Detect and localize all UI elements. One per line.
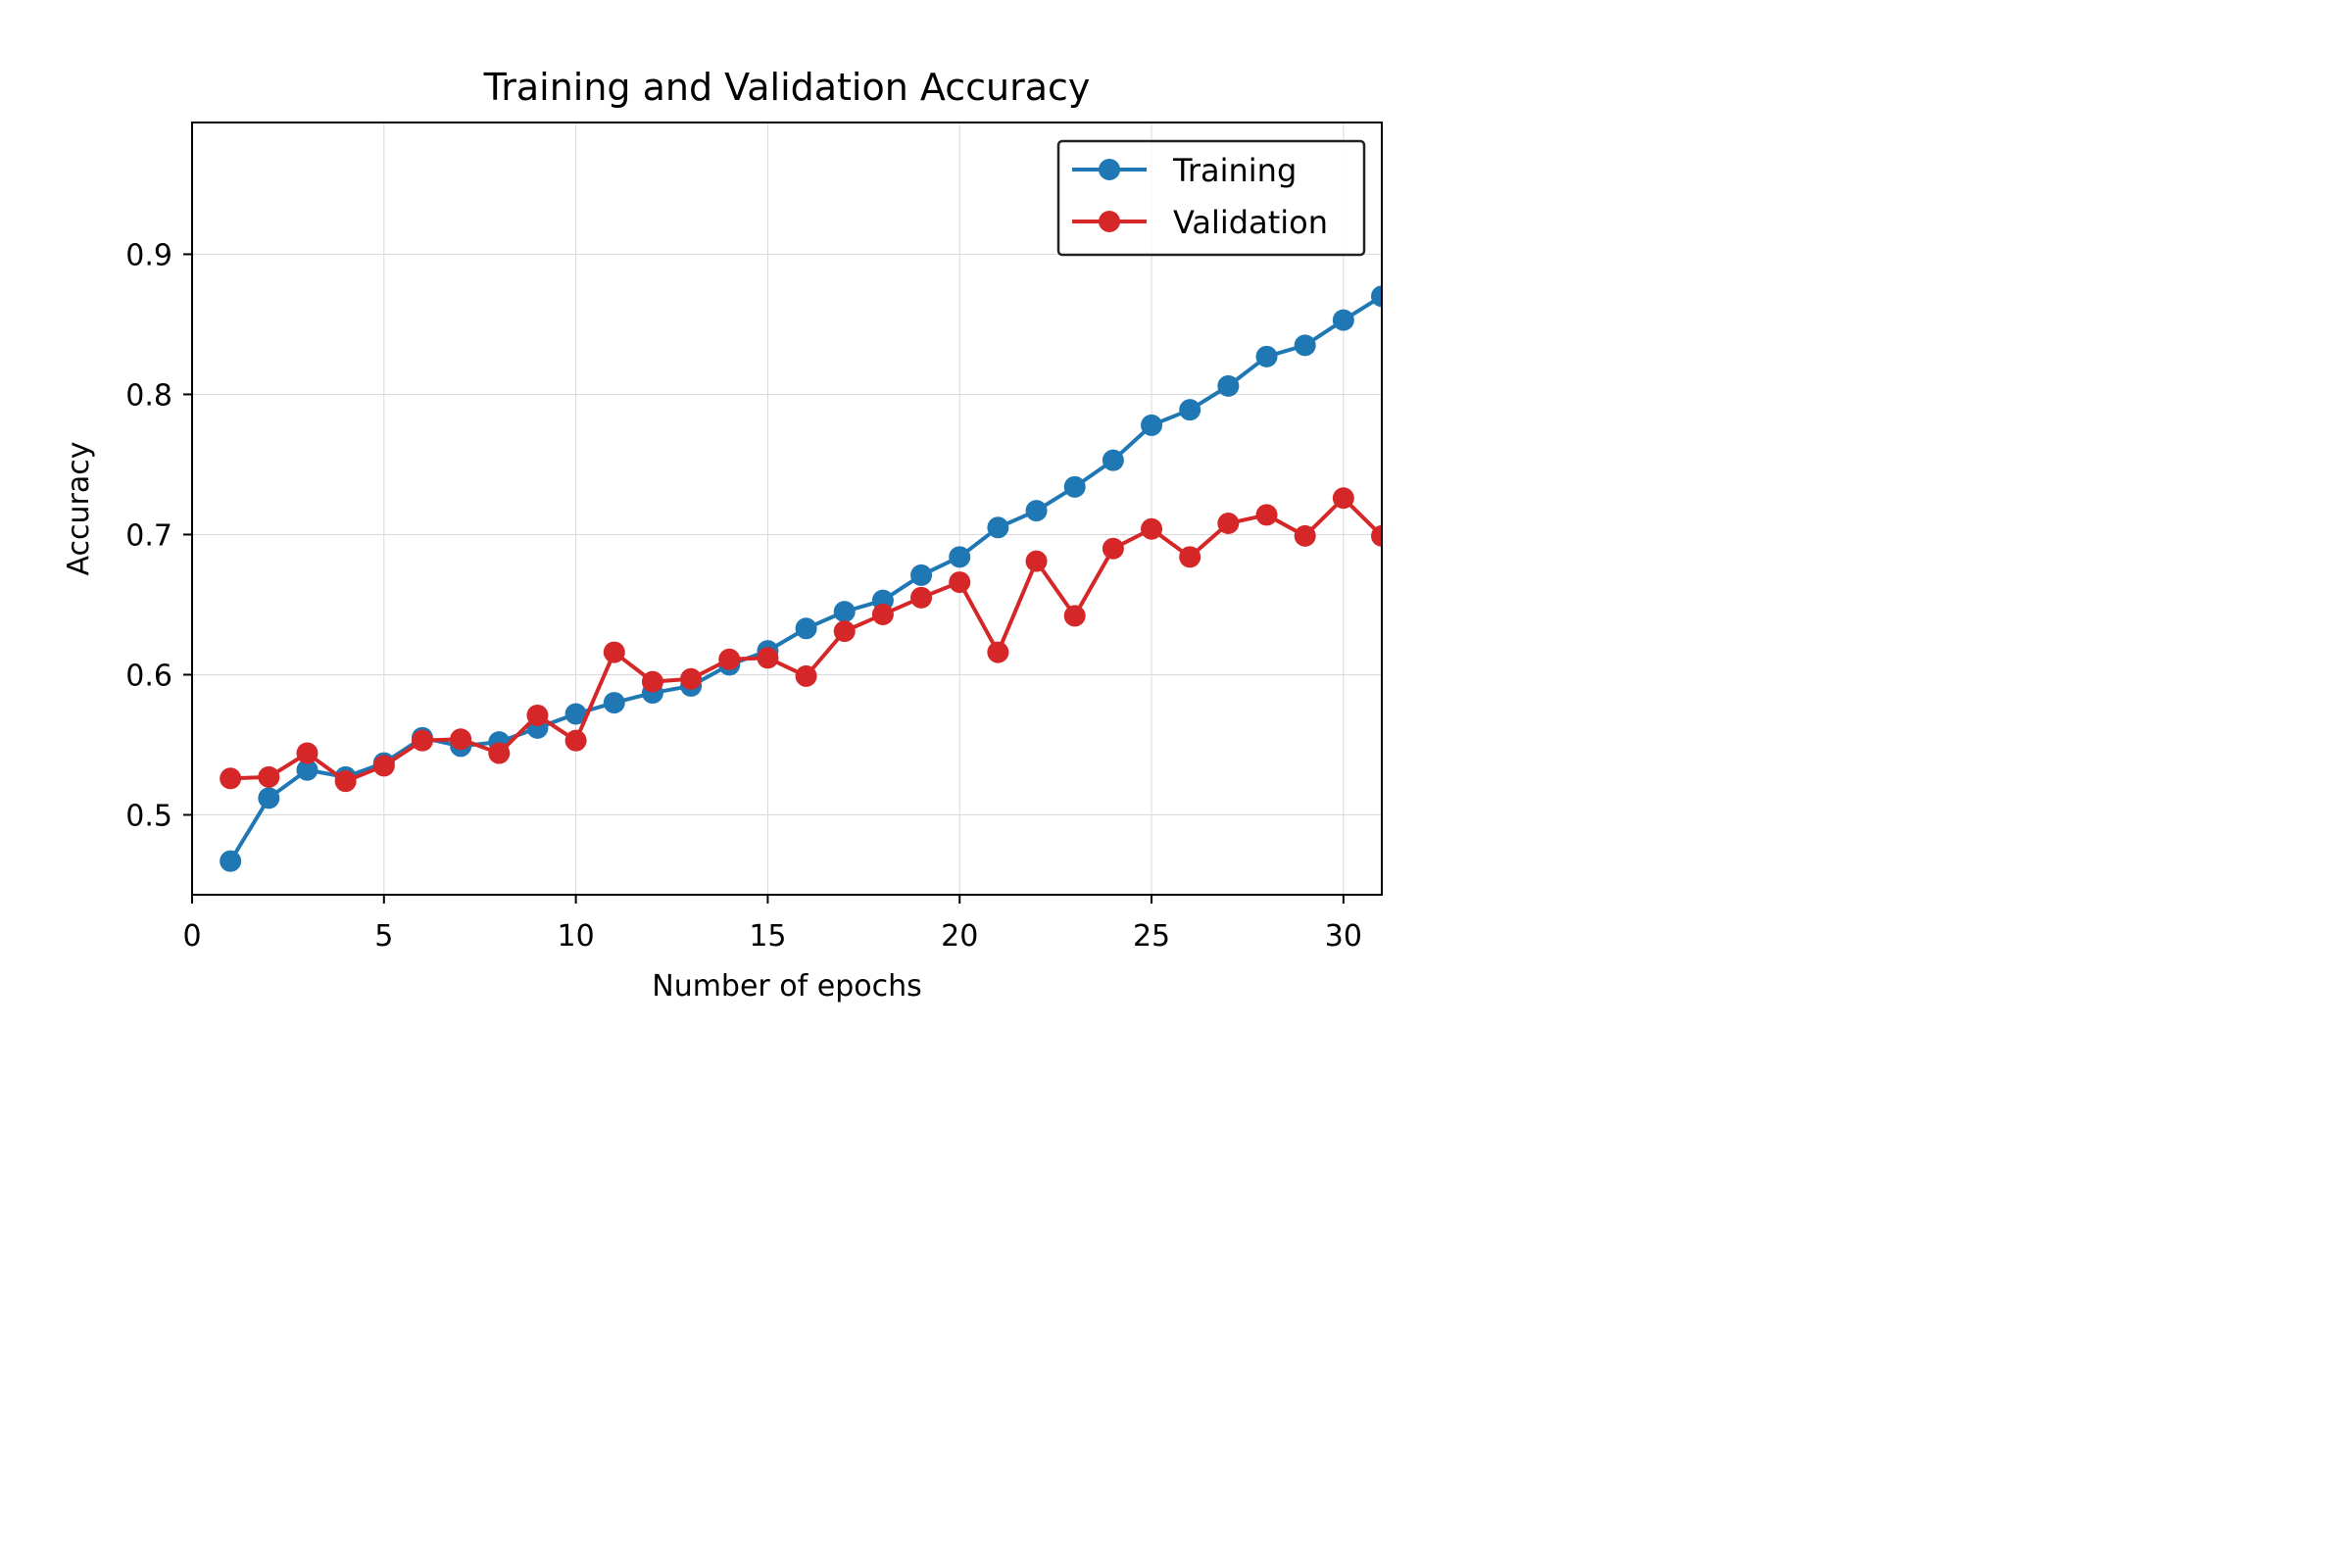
validation-point	[949, 571, 971, 594]
training-point	[603, 692, 625, 714]
x-tick-label: 25	[1133, 919, 1170, 954]
training-point	[1294, 334, 1316, 357]
y-tick-label: 0.7	[125, 518, 172, 553]
validation-point	[564, 729, 587, 752]
validation-point	[334, 770, 357, 793]
training-point	[1217, 374, 1240, 397]
training-point	[564, 703, 587, 725]
validation-point	[1179, 546, 1201, 568]
validation-point	[757, 647, 779, 669]
training-point	[1063, 475, 1086, 498]
validation-point	[258, 765, 280, 788]
validation-point	[1063, 605, 1086, 627]
training-point	[1102, 449, 1124, 471]
x-tick-label: 15	[749, 919, 786, 954]
x-axis-label: Number of epochs	[652, 969, 922, 1004]
validation-point	[1102, 537, 1124, 560]
training-point	[910, 564, 933, 586]
training-point	[949, 546, 971, 568]
validation-point	[871, 603, 894, 625]
x-tick-label: 0	[182, 919, 201, 954]
legend-validation-label: Validation	[1173, 204, 1328, 241]
validation-point	[296, 742, 318, 764]
training-point	[1371, 285, 1382, 308]
x-tick-label: 20	[941, 919, 978, 954]
validation-point	[910, 586, 933, 609]
x-tick-label: 5	[374, 919, 393, 954]
validation-point	[1371, 524, 1382, 547]
validation-point	[680, 667, 703, 690]
validation-point	[372, 755, 395, 777]
validation-point	[1217, 513, 1240, 535]
training-point	[220, 850, 242, 872]
validation-point	[1332, 487, 1354, 510]
y-axis-label: Accuracy	[62, 442, 96, 576]
validation-point	[1255, 504, 1278, 526]
training-point	[1025, 500, 1048, 522]
legend: Training Validation	[1056, 139, 1366, 257]
training-point	[1255, 345, 1278, 368]
x-tick-label: 10	[558, 919, 595, 954]
legend-training-label: Training	[1172, 152, 1297, 189]
plot-frame	[191, 122, 1383, 896]
x-tick-label: 30	[1325, 919, 1362, 954]
validation-point	[987, 641, 1009, 663]
y-tick-label: 0.9	[125, 238, 172, 272]
x-axis-ticks: 0 5 10 15 20 25 30	[182, 895, 1362, 954]
y-tick-label: 0.5	[125, 799, 172, 833]
training-point	[1332, 309, 1354, 331]
legend-training-marker	[1099, 159, 1120, 180]
y-tick-label: 0.6	[125, 659, 172, 693]
training-point	[296, 759, 318, 781]
validation-point	[1141, 517, 1163, 540]
validation-series-line	[230, 496, 1382, 784]
validation-point	[1294, 524, 1316, 547]
validation-point	[718, 648, 741, 670]
training-point	[987, 516, 1009, 539]
series-group	[220, 285, 1382, 872]
validation-point	[603, 641, 625, 663]
series-layer	[220, 285, 1382, 872]
training-series-line	[228, 294, 1382, 862]
legend-validation-marker	[1099, 211, 1120, 232]
accuracy-chart: Training and Validation Accuracy 0 5 10 15 2…	[62, 66, 1383, 1004]
training-point	[258, 787, 280, 809]
y-axis-ticks: 0.5 0.6 0.7 0.8 0.9	[125, 238, 192, 833]
validation-point	[411, 729, 433, 752]
validation-point	[450, 728, 472, 751]
training-point	[1179, 399, 1201, 421]
validation-point	[1025, 550, 1048, 572]
training-point	[1141, 414, 1163, 436]
chart-title: Training and Validation Accuracy	[483, 66, 1091, 109]
validation-point	[526, 704, 549, 726]
training-point	[833, 601, 856, 623]
y-tick-label: 0.8	[125, 378, 172, 413]
validation-point	[641, 670, 663, 693]
training-point	[795, 617, 817, 640]
validation-point	[795, 664, 817, 687]
validation-point	[833, 620, 856, 643]
validation-point	[488, 742, 511, 764]
validation-point	[220, 767, 242, 790]
